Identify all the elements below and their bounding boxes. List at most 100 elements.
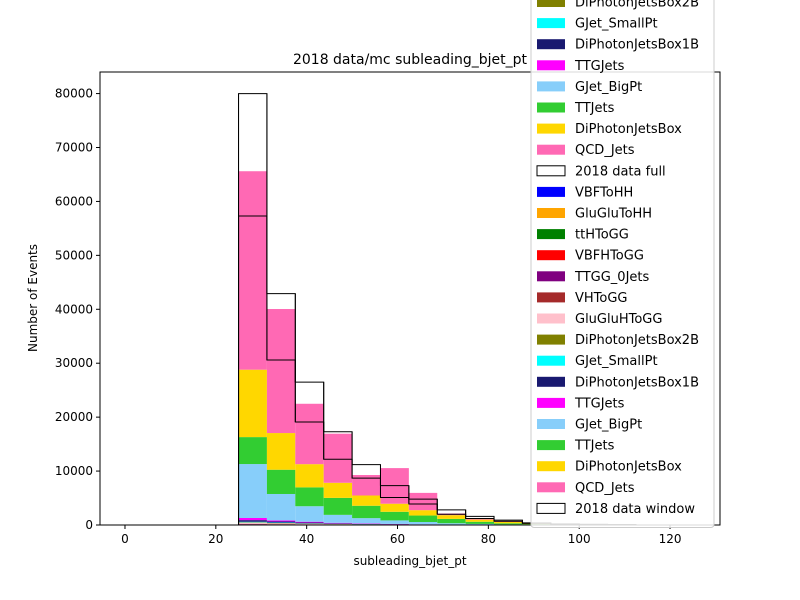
bar-DiPhotonJetsBox1B-4 [238, 520, 267, 522]
x-tick-label: 20 [208, 532, 223, 546]
legend-swatch [537, 123, 565, 134]
x-tick-label: 0 [121, 532, 129, 546]
legend-swatch [536, 165, 566, 177]
bar-GJet_BigPt-7 [323, 514, 353, 523]
legend-swatch [537, 0, 565, 7]
y-tick-label: 0 [85, 518, 93, 532]
x-tick-label: 40 [299, 532, 314, 546]
bar-GJet_BigPt-9 [380, 520, 409, 524]
bar-QCD_Jets-6 [295, 403, 324, 465]
bar-TTJets-4 [238, 437, 267, 465]
bar-QCD_Jets-7 [323, 433, 353, 483]
bar-TTJets-7 [323, 497, 353, 515]
bar-DiPhotonJetsBox-5 [266, 433, 296, 470]
x-tick-label: 120 [659, 532, 682, 546]
legend-swatch [537, 186, 565, 197]
legend-label: DiPhotonJetsBox2B [575, 333, 699, 348]
legend-swatch [537, 440, 565, 451]
legend-label: TTJets [574, 439, 615, 454]
bar-GJet_BigPt-10 [408, 522, 438, 525]
bar-TTJets-9 [380, 511, 409, 521]
chart-title: 2018 data/mc subleading_bjet_pt [293, 52, 528, 68]
legend-swatch [537, 60, 565, 71]
bar-DiPhotonJetsBox1B-6 [295, 522, 324, 524]
legend-label: DiPhotonJetsBox [575, 122, 682, 137]
bar-TTGJets-4 [238, 517, 267, 521]
bar-TTJets-11 [437, 518, 466, 524]
y-tick-label: 40000 [55, 302, 93, 316]
bar-DiPhotonJetsBox-11 [437, 515, 466, 519]
legend-label: TTGJets [574, 59, 625, 74]
legend-swatch [537, 334, 565, 345]
legend-swatch [537, 102, 565, 113]
bar-QCD_Jets-5 [266, 309, 296, 434]
legend-label: GluGluToHH [575, 207, 652, 222]
x-axis-label: subleading_bjet_pt [353, 554, 466, 568]
legend: DiPhotonJetsBox2B GJet_SmallPt DiPhotonJet… [530, 0, 715, 528]
legend-swatch [537, 208, 565, 218]
legend-label: GJet_BigPt [575, 418, 642, 433]
legend-swatch [537, 292, 565, 303]
bar-GluGluHToGG-6 [295, 523, 324, 525]
legend-label: VBFToHH [575, 185, 633, 200]
legend-swatch [537, 144, 565, 155]
y-tick-label: 10000 [55, 464, 93, 478]
legend-swatch [537, 376, 565, 387]
legend-label: ttHToGG [575, 228, 629, 243]
legend-swatch [537, 482, 565, 493]
legend-label: VHToGG [575, 291, 628, 306]
legend-label: DiPhotonJetsBox2B [575, 0, 699, 11]
bar-TTGJets-6 [295, 521, 324, 523]
bar-GJet_BigPt-11 [437, 523, 466, 525]
bar-DiPhotonJetsBox-8 [352, 495, 381, 506]
bar-TTJets-12 [465, 521, 495, 524]
legend-label: GluGluHToGG [575, 312, 662, 327]
legend-label: GJet_SmallPt [575, 354, 658, 369]
legend-swatch [537, 313, 565, 324]
y-tick-label: 20000 [55, 410, 93, 424]
y-tick-label: 60000 [55, 194, 93, 208]
bar-QCD_Jets-10 [408, 492, 438, 511]
bar-DiPhotonJetsBox-12 [465, 519, 495, 522]
legend-swatch [537, 355, 565, 366]
bar-DiPhotonJetsBox-4 [238, 369, 267, 438]
legend-swatch [537, 250, 565, 261]
legend-swatch [537, 419, 565, 429]
bar-GJet_BigPt-5 [266, 493, 296, 521]
bar-DiPhotonJetsBox1B-5 [266, 521, 296, 523]
bar-GJet_SmallPt-4 [238, 521, 267, 523]
x-tick-label: 80 [481, 532, 496, 546]
bar-GJet_BigPt-8 [352, 518, 381, 524]
y-tick-label: 50000 [55, 248, 93, 262]
legend-swatch [536, 502, 566, 514]
bar-TTJets-13 [494, 523, 523, 525]
legend-label: GJet_SmallPt [575, 17, 658, 32]
legend-swatch [537, 39, 565, 50]
legend-swatch [537, 81, 565, 92]
legend-label: TTGJets [574, 396, 625, 411]
bar-DiPhotonJetsBox-7 [323, 482, 353, 498]
legend-label: TTGG_0Jets [574, 270, 650, 285]
legend-swatch [537, 461, 565, 472]
bar-QCD_Jets-4 [238, 171, 267, 370]
axes-frame [99, 71, 721, 526]
bar-DiPhotonJetsBox1B-7 [323, 523, 353, 524]
bar-GJet_BigPt-4 [238, 464, 267, 518]
legend-label: GJet_BigPt [575, 80, 642, 95]
bar-TTJets-5 [266, 469, 296, 494]
bar-GJet_BigPt-12 [465, 523, 495, 525]
legend-label: DiPhotonJetsBox1B [575, 38, 699, 53]
legend-box [530, 0, 715, 528]
y-tick-label: 70000 [55, 141, 93, 155]
x-tick-label: 100 [568, 532, 591, 546]
x-axis: 0 20 40 60 80 100 120 [121, 525, 681, 546]
y-axis-label: Number of Events [26, 244, 40, 352]
legend-swatch [537, 229, 565, 240]
x-tick-label: 60 [390, 532, 405, 546]
bar-QCD_Jets-8 [352, 475, 381, 496]
legend-label: 2018 data window [575, 502, 695, 517]
legend-label: QCD_Jets [575, 481, 635, 496]
legend-label: QCD_Jets [575, 143, 635, 158]
bar-GluGluHToGG-4 [238, 522, 267, 524]
